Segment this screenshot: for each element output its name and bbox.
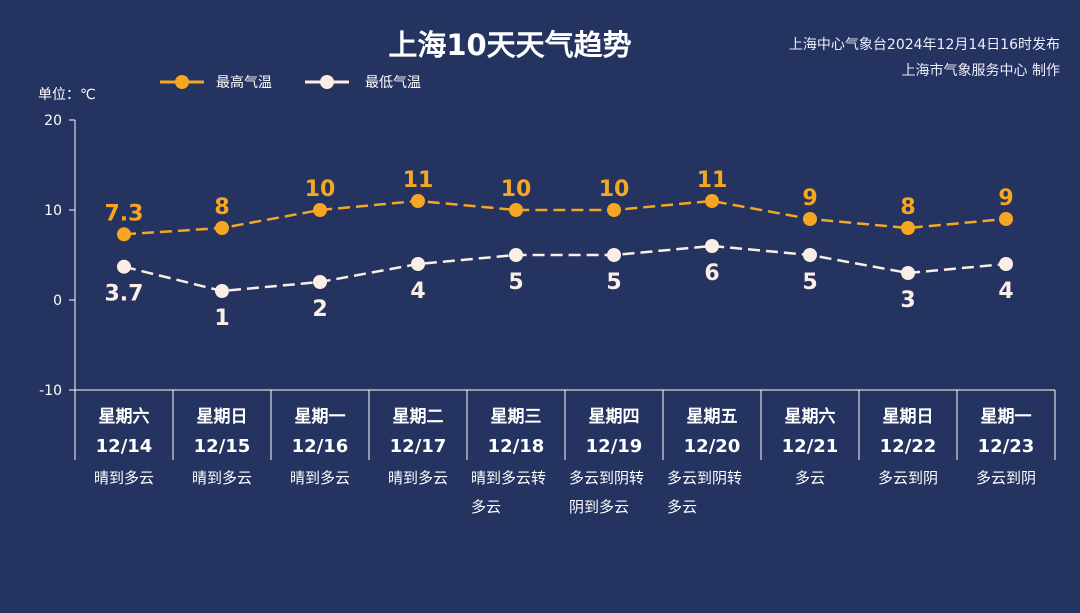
weather-label: 晴到多云转	[471, 469, 546, 487]
low-temp-point	[999, 257, 1013, 271]
high-temp-label: 11	[403, 168, 434, 193]
x-date-label: 12/20	[684, 436, 741, 457]
chart-title: 上海10天天气趋势	[388, 28, 632, 62]
x-weekday-label: 星期五	[687, 407, 738, 427]
legend-high-label: 最高气温	[216, 75, 272, 91]
issuer-line: 上海中心气象台2024年12月14日16时发布	[788, 37, 1060, 53]
weather-label: 阴到多云	[569, 498, 629, 516]
low-temp-point	[705, 239, 719, 253]
high-temp-label: 8	[214, 195, 229, 220]
producer-line: 上海市气象服务中心 制作	[901, 63, 1060, 79]
high-temp-point	[705, 194, 719, 208]
y-axis-unit: 单位：℃	[38, 87, 96, 103]
low-temp-label: 4	[998, 279, 1013, 304]
low-temp-label: 5	[606, 270, 621, 295]
x-weekday-label: 星期三	[491, 407, 542, 427]
x-weekday-label: 星期二	[393, 407, 444, 427]
low-temp-label: 4	[410, 279, 425, 304]
legend-high-marker-icon	[160, 75, 204, 89]
low-temp-point	[313, 275, 327, 289]
legend-low-marker-icon	[305, 75, 349, 89]
low-temp-label: 5	[802, 270, 817, 295]
low-temp-label: 6	[704, 261, 719, 286]
low-temp-point	[607, 248, 621, 262]
low-temp-point	[803, 248, 817, 262]
low-temp-label: 5	[508, 270, 523, 295]
high-temp-label: 9	[802, 186, 817, 211]
x-date-label: 12/19	[586, 436, 643, 457]
low-temp-label: 2	[312, 297, 327, 322]
weather-label: 多云到阴转	[667, 469, 742, 487]
high-temp-label: 11	[697, 168, 728, 193]
y-tick-label: 0	[53, 293, 62, 309]
x-date-label: 12/18	[488, 436, 545, 457]
high-temp-point	[313, 203, 327, 217]
x-date-label: 12/22	[880, 436, 937, 457]
weather-label: 多云	[667, 498, 697, 516]
low-temp-label: 1	[214, 306, 229, 331]
high-temp-point	[117, 227, 131, 242]
x-weekday-label: 星期六	[785, 406, 836, 427]
y-tick-label: -10	[39, 383, 62, 399]
legend-low-label: 最低气温	[365, 75, 421, 91]
weather-label: 晴到多云	[388, 469, 448, 487]
high-temp-label: 10	[305, 177, 336, 202]
x-date-label: 12/23	[978, 436, 1035, 457]
low-temp-point	[509, 248, 523, 262]
high-temp-point	[215, 221, 229, 235]
weather-label: 晴到多云	[192, 469, 252, 487]
low-temp-point	[901, 266, 915, 280]
high-temp-label: 10	[599, 177, 630, 202]
low-temp-point	[215, 284, 229, 298]
weather-label: 多云到阴	[976, 469, 1036, 487]
high-temp-point	[509, 203, 523, 217]
x-weekday-label: 星期一	[981, 407, 1032, 427]
high-temp-point	[803, 212, 817, 226]
weather-label: 多云	[795, 469, 825, 487]
x-date-label: 12/17	[390, 436, 447, 457]
high-temp-label: 8	[900, 195, 915, 220]
x-weekday-label: 星期日	[883, 407, 934, 427]
high-temp-label: 7.3	[105, 201, 144, 226]
high-temp-point	[999, 212, 1013, 226]
low-temp-point	[117, 259, 131, 274]
x-date-label: 12/14	[96, 436, 153, 457]
weather-label: 晴到多云	[94, 469, 154, 487]
high-temp-line	[123, 199, 1007, 236]
x-date-label: 12/21	[782, 436, 839, 457]
high-temp-label: 9	[998, 186, 1013, 211]
low-temp-point	[411, 257, 425, 271]
high-temp-label: 10	[501, 177, 532, 202]
legend-item-high[interactable]: 最高气温	[160, 72, 272, 92]
low-temp-label: 3.7	[105, 282, 144, 307]
y-tick-label: 20	[44, 113, 62, 129]
weather-label: 多云到阴转	[569, 469, 644, 487]
weather-label: 多云	[471, 498, 501, 516]
x-weekday-label: 星期四	[589, 407, 640, 427]
legend-item-low[interactable]: 最低气温	[305, 72, 421, 92]
x-weekday-label: 星期日	[197, 407, 248, 427]
weather-label: 多云到阴	[878, 469, 938, 487]
low-temp-line	[123, 244, 1007, 293]
x-date-label: 12/16	[292, 436, 349, 457]
high-temp-point	[607, 203, 621, 217]
low-temp-label: 3	[900, 288, 915, 313]
high-temp-point	[901, 221, 915, 235]
x-weekday-label: 星期六	[99, 406, 150, 427]
x-weekday-label: 星期一	[295, 407, 346, 427]
y-tick-label: 10	[44, 203, 62, 219]
high-temp-point	[411, 194, 425, 208]
x-date-label: 12/15	[194, 436, 251, 457]
weather-label: 晴到多云	[290, 469, 350, 487]
